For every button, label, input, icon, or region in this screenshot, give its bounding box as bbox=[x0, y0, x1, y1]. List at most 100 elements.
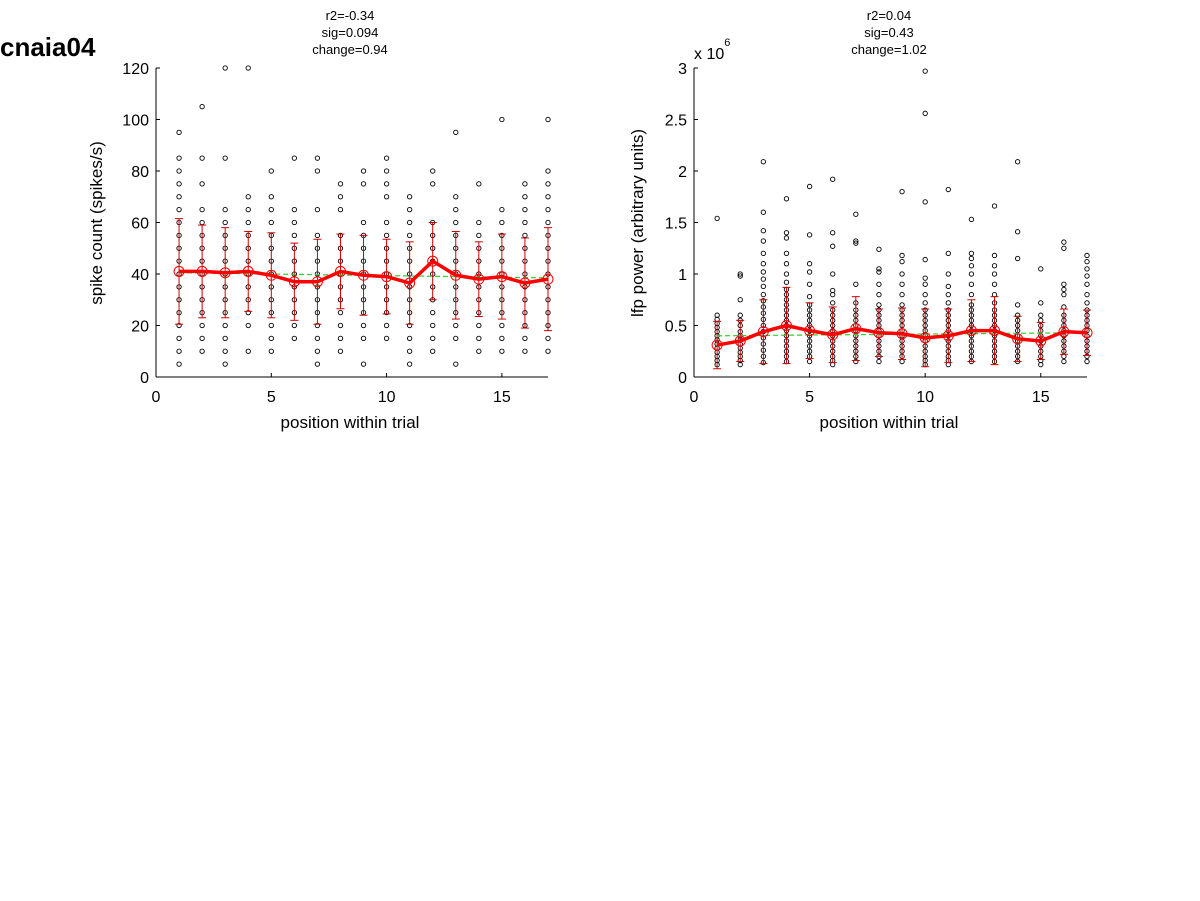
mean-marker bbox=[219, 267, 231, 279]
data-point bbox=[337, 335, 344, 342]
data-point bbox=[499, 219, 505, 226]
data-point bbox=[1084, 273, 1090, 279]
figure-label: cnaia04 bbox=[0, 32, 96, 62]
mean-marker bbox=[473, 273, 485, 285]
data-point bbox=[968, 281, 975, 287]
data-point bbox=[176, 361, 182, 367]
data-point bbox=[806, 232, 813, 238]
data-point bbox=[545, 206, 551, 213]
mean-marker bbox=[242, 265, 254, 277]
data-point bbox=[899, 291, 905, 298]
chart-title-line-3: change=1.02 bbox=[851, 42, 927, 57]
mean-marker bbox=[850, 323, 862, 335]
data-point bbox=[453, 361, 459, 367]
mean-marker bbox=[427, 255, 439, 267]
mean-marker bbox=[173, 265, 185, 277]
data-point bbox=[499, 206, 505, 213]
data-point bbox=[1014, 229, 1021, 235]
data-point bbox=[337, 309, 344, 316]
data-point bbox=[383, 168, 390, 174]
mean-marker bbox=[780, 320, 792, 331]
data-point bbox=[314, 348, 321, 354]
data-point bbox=[991, 281, 998, 287]
data-point bbox=[406, 361, 413, 367]
data-point bbox=[268, 322, 274, 329]
x-tick-label: 0 bbox=[152, 389, 161, 406]
y-tick-label: 3 bbox=[678, 61, 687, 78]
data-point bbox=[314, 155, 321, 161]
data-point bbox=[337, 348, 344, 354]
data-point bbox=[545, 116, 551, 123]
data-point bbox=[830, 287, 836, 294]
data-point bbox=[222, 348, 228, 354]
data-point bbox=[876, 358, 882, 365]
data-point bbox=[945, 283, 951, 290]
data-point bbox=[1038, 266, 1044, 272]
data-point bbox=[806, 358, 813, 365]
data-point bbox=[545, 194, 551, 200]
data-point bbox=[760, 261, 767, 267]
mean-marker bbox=[942, 330, 954, 342]
x-tick-label: 5 bbox=[267, 389, 276, 406]
y-tick-label: 100 bbox=[122, 113, 149, 130]
data-point bbox=[760, 250, 767, 257]
data-point bbox=[991, 263, 998, 269]
data-point bbox=[245, 322, 251, 329]
data-point bbox=[199, 103, 205, 110]
data-point bbox=[1084, 258, 1090, 265]
chart-spike-count: r2=-0.34 sig=0.094 change=0.94 position … bbox=[87, 8, 554, 432]
chart-title-line-2: sig=0.43 bbox=[864, 25, 914, 40]
data-point bbox=[268, 348, 274, 354]
mean-line bbox=[716, 323, 1088, 347]
data-point bbox=[176, 129, 182, 136]
x-tick-label: 15 bbox=[493, 389, 511, 406]
data-point bbox=[922, 256, 928, 263]
data-point bbox=[922, 275, 928, 281]
data-point bbox=[406, 206, 413, 213]
data-point bbox=[268, 206, 274, 213]
data-point bbox=[360, 361, 367, 367]
data-point bbox=[876, 269, 882, 275]
data-point bbox=[291, 232, 298, 239]
mean-marker bbox=[919, 332, 931, 344]
data-point bbox=[499, 322, 505, 329]
data-point bbox=[176, 181, 182, 187]
data-point bbox=[737, 297, 743, 303]
data-point bbox=[522, 181, 528, 187]
data-point bbox=[899, 271, 905, 277]
data-point bbox=[876, 281, 882, 287]
data-point bbox=[522, 219, 528, 226]
data-point bbox=[830, 300, 836, 306]
data-point bbox=[899, 302, 905, 308]
mean-marker bbox=[827, 329, 839, 341]
data-point bbox=[314, 361, 321, 367]
data-point bbox=[760, 283, 767, 290]
data-point bbox=[199, 335, 205, 342]
data-point bbox=[830, 230, 836, 236]
data-point bbox=[1061, 239, 1067, 245]
data-point bbox=[760, 269, 767, 275]
y-tick-label: 0 bbox=[678, 370, 687, 387]
data-point bbox=[853, 281, 859, 287]
mean-marker bbox=[265, 269, 277, 281]
mean-marker bbox=[1058, 326, 1070, 338]
mean-marker bbox=[1035, 335, 1047, 347]
data-point bbox=[1084, 252, 1090, 259]
data-point bbox=[1061, 358, 1067, 365]
data-point bbox=[314, 168, 321, 174]
data-point bbox=[176, 155, 182, 161]
data-point bbox=[222, 206, 228, 213]
data-point bbox=[1038, 317, 1044, 323]
data-point bbox=[876, 291, 882, 298]
data-point bbox=[268, 168, 274, 174]
data-point bbox=[922, 291, 928, 298]
data-point bbox=[430, 168, 436, 174]
data-point bbox=[406, 335, 413, 342]
data-point bbox=[545, 168, 551, 174]
data-point bbox=[1014, 159, 1021, 165]
data-point bbox=[806, 183, 813, 190]
mean-marker bbox=[496, 271, 508, 283]
y-tick-label: 0.5 bbox=[665, 319, 687, 336]
y-tick-label: 20 bbox=[131, 319, 149, 336]
data-point bbox=[545, 181, 551, 187]
